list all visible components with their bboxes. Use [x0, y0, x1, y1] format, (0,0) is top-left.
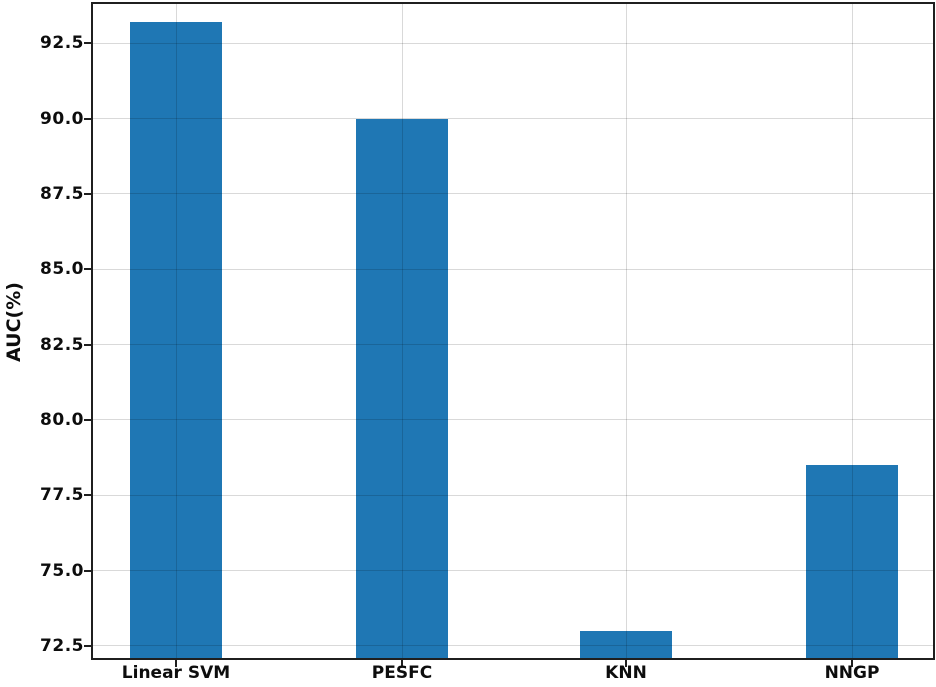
- x-tick-mark: [175, 660, 177, 667]
- x-tick-mark: [401, 660, 403, 667]
- y-tick-label: 87.5: [40, 183, 84, 204]
- x-tick-mark: [625, 660, 627, 667]
- v-gridline: [175, 4, 177, 658]
- x-category-label-nngp: NNGP: [824, 663, 880, 683]
- y-tick-label: 92.5: [40, 33, 84, 54]
- h-gridline: [93, 344, 933, 346]
- y-tick-mark: [84, 268, 91, 271]
- bar-pesfc: [356, 118, 448, 658]
- y-tick-label: 77.5: [40, 485, 84, 506]
- h-gridline: [93, 268, 933, 270]
- y-tick-label: 82.5: [40, 334, 84, 355]
- v-gridline: [625, 4, 627, 658]
- h-gridline: [93, 645, 933, 647]
- y-tick-mark: [84, 494, 91, 497]
- y-tick-mark: [84, 117, 91, 120]
- bar-linear-svm: [130, 22, 222, 658]
- x-category-label-knn: KNN: [605, 663, 647, 683]
- v-gridline: [401, 4, 403, 658]
- h-gridline: [93, 419, 933, 421]
- y-tick-label: 85.0: [40, 259, 84, 280]
- y-tick-mark: [84, 418, 91, 421]
- y-tick-mark: [84, 42, 91, 45]
- h-gridline: [93, 118, 933, 120]
- h-gridline: [93, 570, 933, 572]
- h-gridline: [93, 494, 933, 496]
- x-tick-mark: [851, 660, 853, 667]
- bar-knn: [580, 630, 672, 658]
- x-category-label-pesfc: PESFC: [371, 663, 433, 683]
- y-tick-mark: [84, 192, 91, 195]
- h-gridline: [93, 193, 933, 195]
- y-tick-mark: [84, 569, 91, 572]
- plot-area: [91, 2, 935, 660]
- y-tick-mark: [84, 644, 91, 647]
- y-tick-label: 90.0: [40, 108, 84, 129]
- y-tick-mark: [84, 343, 91, 346]
- v-gridline: [851, 4, 853, 658]
- y-tick-label: 80.0: [40, 409, 84, 430]
- h-gridline: [93, 42, 933, 44]
- x-category-label-linear-svm: Linear SVM: [121, 663, 231, 683]
- y-tick-label: 75.0: [40, 560, 84, 581]
- y-tick-label: 72.5: [40, 635, 84, 656]
- bar-nngp: [806, 465, 898, 658]
